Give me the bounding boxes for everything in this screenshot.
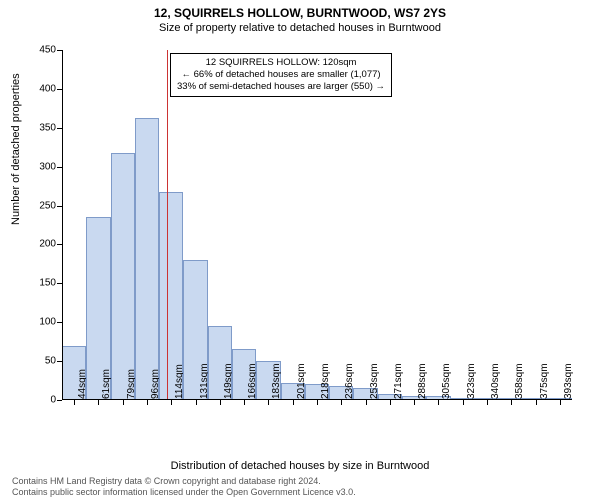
x-tick-mark xyxy=(293,400,294,405)
x-tick-mark xyxy=(487,400,488,405)
footnote: Contains HM Land Registry data © Crown c… xyxy=(12,476,356,498)
x-tick-mark xyxy=(74,400,75,405)
x-tick-label: 358sqm xyxy=(514,363,525,399)
plot-region: 05010015020025030035040045044sqm61sqm79s… xyxy=(62,50,572,400)
x-tick-mark xyxy=(147,400,148,405)
x-tick-label: 375sqm xyxy=(539,363,550,399)
histogram-bar xyxy=(135,118,159,400)
y-tick-label: 400 xyxy=(20,83,56,94)
x-tick-mark xyxy=(463,400,464,405)
x-tick-label: 288sqm xyxy=(417,363,428,399)
x-tick-mark xyxy=(390,400,391,405)
page-subtitle: Size of property relative to detached ho… xyxy=(0,20,600,34)
y-tick-mark xyxy=(57,400,62,401)
x-tick-mark xyxy=(171,400,172,405)
y-tick-label: 150 xyxy=(20,278,56,289)
x-tick-mark xyxy=(536,400,537,405)
x-tick-mark xyxy=(366,400,367,405)
x-tick-mark xyxy=(196,400,197,405)
y-tick-label: 100 xyxy=(20,317,56,328)
annotation-box: 12 SQUIRRELS HOLLOW: 120sqm← 66% of deta… xyxy=(170,53,392,97)
y-tick-label: 50 xyxy=(20,356,56,367)
histogram-bar xyxy=(111,153,135,400)
page-title: 12, SQUIRRELS HOLLOW, BURNTWOOD, WS7 2YS xyxy=(0,0,600,20)
x-tick-label: 323sqm xyxy=(466,363,477,399)
x-tick-label: 340sqm xyxy=(490,363,501,399)
y-axis-line xyxy=(62,50,63,400)
x-tick-mark xyxy=(244,400,245,405)
annotation-line1: 12 SQUIRRELS HOLLOW: 120sqm xyxy=(177,57,385,69)
x-tick-mark xyxy=(414,400,415,405)
x-tick-mark xyxy=(123,400,124,405)
y-tick-label: 250 xyxy=(20,200,56,211)
x-tick-mark xyxy=(341,400,342,405)
x-tick-mark xyxy=(511,400,512,405)
y-tick-label: 450 xyxy=(20,45,56,56)
x-tick-mark xyxy=(268,400,269,405)
annotation-line2: ← 66% of detached houses are smaller (1,… xyxy=(177,69,385,81)
x-tick-mark xyxy=(560,400,561,405)
y-tick-label: 300 xyxy=(20,161,56,172)
y-tick-label: 200 xyxy=(20,239,56,250)
chart-area: 05010015020025030035040045044sqm61sqm79s… xyxy=(62,50,572,400)
x-tick-label: 271sqm xyxy=(393,363,404,399)
annotation-line3: 33% of semi-detached houses are larger (… xyxy=(177,81,385,93)
x-tick-mark xyxy=(438,400,439,405)
y-tick-label: 0 xyxy=(20,395,56,406)
x-tick-mark xyxy=(98,400,99,405)
x-tick-mark xyxy=(220,400,221,405)
x-tick-label: 305sqm xyxy=(441,363,452,399)
x-tick-mark xyxy=(317,400,318,405)
y-tick-label: 350 xyxy=(20,122,56,133)
x-tick-label: 393sqm xyxy=(563,363,574,399)
x-axis-line xyxy=(62,399,572,400)
footnote-line1: Contains HM Land Registry data © Crown c… xyxy=(12,476,356,487)
x-axis-label: Distribution of detached houses by size … xyxy=(0,460,600,472)
reference-line xyxy=(167,50,168,400)
footnote-line2: Contains public sector information licen… xyxy=(12,487,356,498)
